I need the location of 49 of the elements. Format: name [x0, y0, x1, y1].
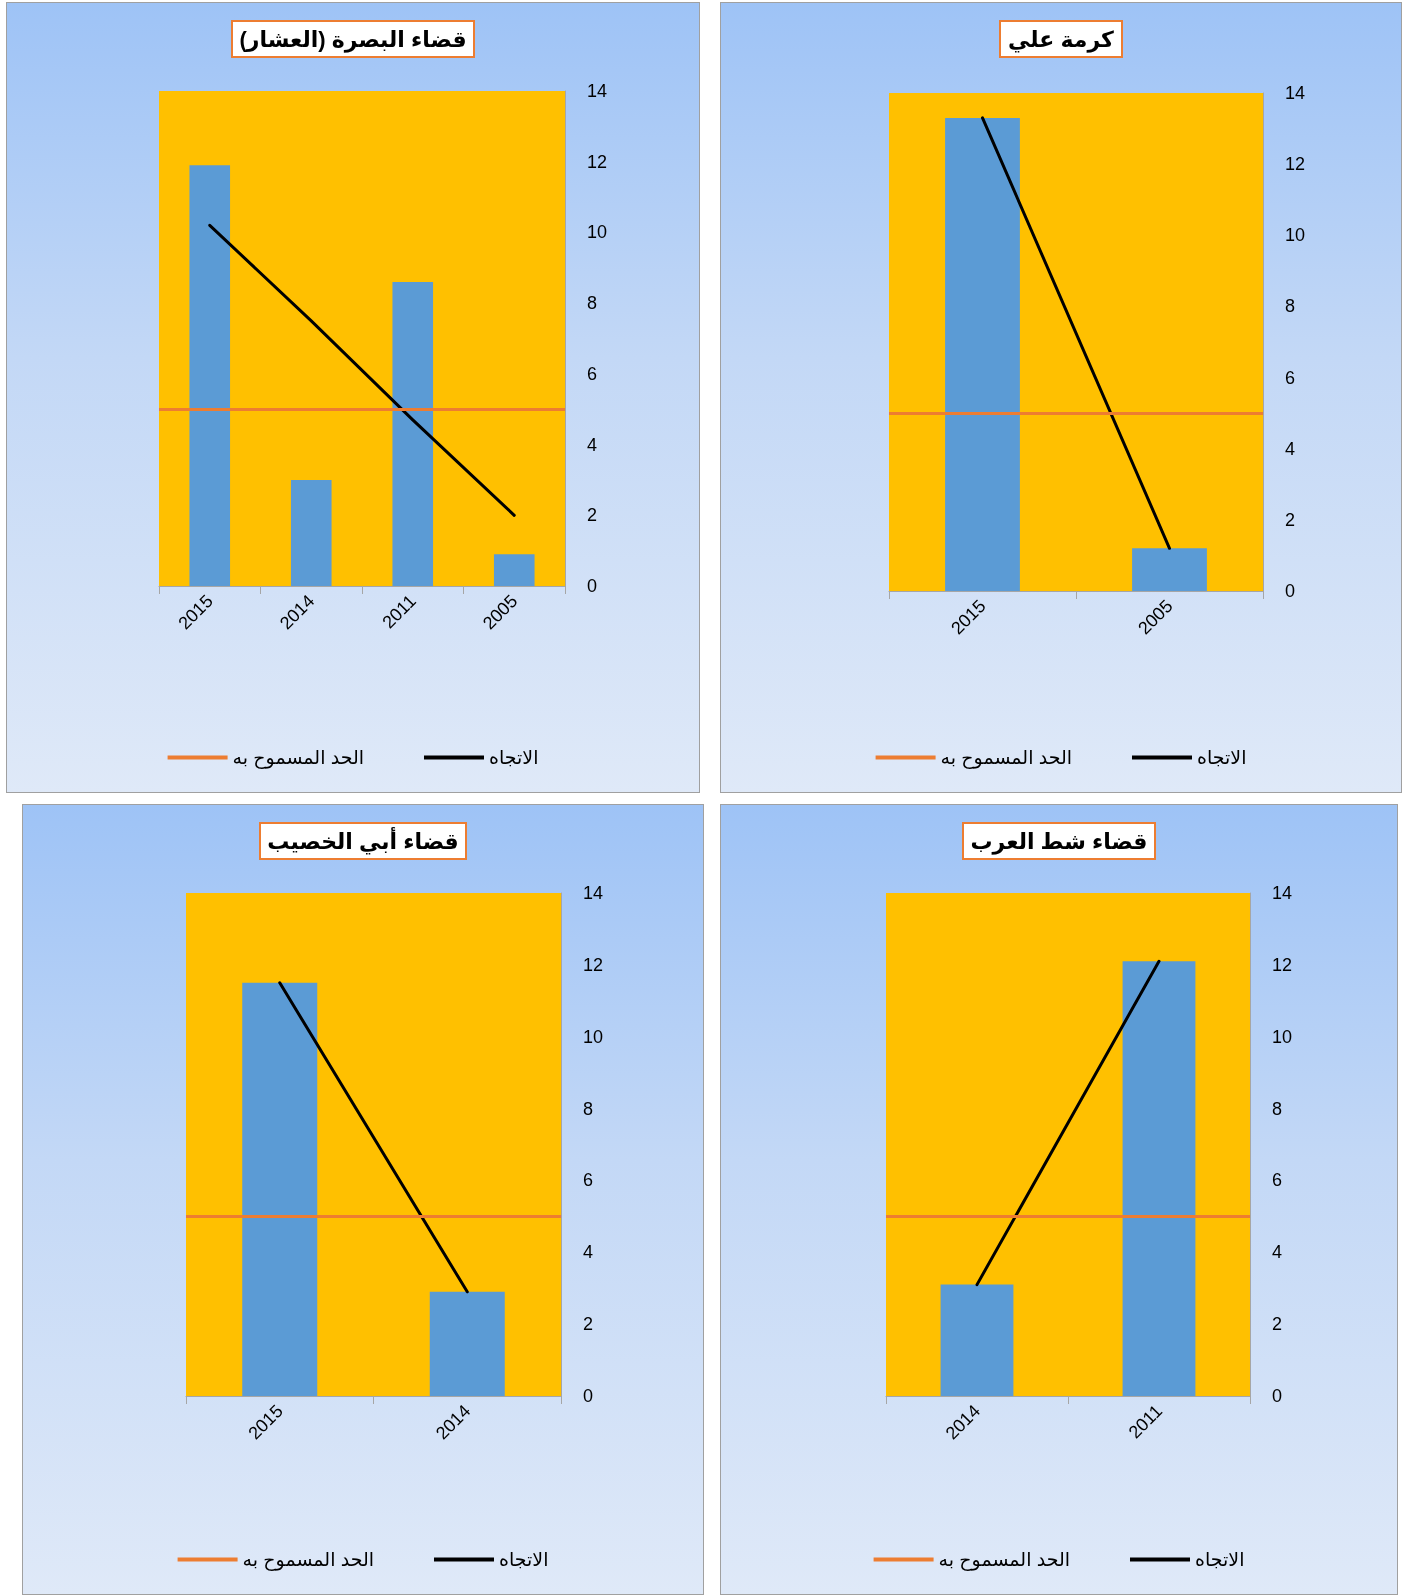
y-tick-label: 6	[587, 363, 598, 384]
y-tick-label: 0	[583, 1386, 594, 1406]
y-tick-label: 4	[1272, 1242, 1283, 1263]
y-tick-label: 10	[583, 1026, 604, 1047]
y-tick-label: 0	[1272, 1386, 1283, 1406]
y-tick-label: 2	[1272, 1314, 1283, 1335]
legend-label: الحد المسموح به	[232, 747, 364, 769]
y-tick-label: 14	[583, 883, 604, 903]
y-tick-label: 8	[583, 1098, 594, 1119]
y-tick-label: 2	[583, 1314, 594, 1335]
chart-title: قضاء البصرة (العشار)	[239, 26, 467, 53]
y-tick-label: 12	[1285, 154, 1306, 175]
line-series	[208, 223, 516, 517]
y-tick-label: 12	[583, 954, 604, 975]
y-tick-label: 10	[1272, 1026, 1293, 1047]
y-tick-label: 12	[587, 151, 608, 172]
y-tick-label: 8	[587, 293, 598, 314]
legend-label: الحد المسموح به	[938, 1549, 1070, 1571]
y-tick-label: 4	[587, 434, 598, 455]
y-tick-label: 4	[1285, 438, 1296, 459]
y-tick-label: 8	[1272, 1098, 1283, 1119]
y-tick-label: 2	[1285, 509, 1296, 530]
y-tick-label: 10	[587, 222, 608, 243]
legend-label: الحد المسموح به	[940, 747, 1072, 769]
y-tick-label: 14	[1285, 83, 1306, 103]
y-tick-label: 0	[587, 576, 598, 596]
y-tick-label: 10	[1285, 225, 1306, 246]
y-tick-label: 4	[583, 1242, 594, 1263]
y-tick-label: 12	[1272, 954, 1293, 975]
y-tick-label: 14	[587, 81, 608, 101]
chart-title: كرمة علي	[1008, 26, 1115, 53]
legend-label: الاتجاه	[499, 1549, 549, 1570]
y-tick-label: 14	[1272, 883, 1293, 903]
y-tick-label: 6	[583, 1170, 594, 1191]
bar	[290, 479, 332, 586]
bar	[392, 281, 434, 586]
y-tick-label: 6	[1285, 367, 1296, 388]
y-tick-label: 6	[1272, 1170, 1283, 1191]
chart-title: قضاء أبي الخصيب	[267, 825, 459, 855]
legend-label: الحد المسموح به	[242, 1549, 374, 1571]
chart-title: قضاء شط العرب	[970, 828, 1148, 855]
y-tick-label: 8	[1285, 296, 1296, 317]
legend-label: الاتجاه	[1195, 1549, 1245, 1570]
bar	[493, 554, 535, 586]
legend-label: الاتجاه	[489, 747, 539, 768]
bar	[189, 165, 231, 586]
legend-label: الاتجاه	[1197, 747, 1247, 768]
y-tick-label: 0	[1285, 581, 1296, 601]
y-tick-label: 2	[587, 505, 598, 526]
